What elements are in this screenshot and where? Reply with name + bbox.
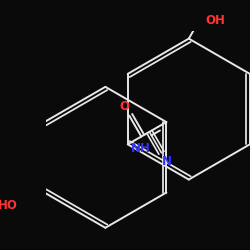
Text: O: O (119, 100, 129, 113)
Text: HO: HO (0, 199, 18, 212)
Text: NH: NH (131, 142, 150, 155)
Text: N: N (162, 155, 172, 168)
Text: OH: OH (206, 14, 225, 27)
